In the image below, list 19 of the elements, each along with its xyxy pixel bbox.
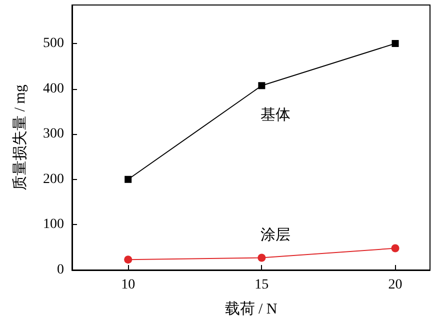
y-tick-label: 400 bbox=[43, 81, 64, 96]
series-label: 涂层 bbox=[260, 226, 291, 244]
point bbox=[258, 254, 266, 262]
y-tick-label: 200 bbox=[43, 172, 64, 187]
y-tick-label: 0 bbox=[57, 262, 64, 278]
point bbox=[124, 256, 132, 264]
y-tick-label: 300 bbox=[43, 126, 64, 142]
y-axis-title: 质量损失量 / mg bbox=[12, 84, 28, 190]
point bbox=[258, 82, 266, 90]
y-tick-label: 500 bbox=[43, 36, 64, 52]
x-axis-title: 载荷 / N bbox=[224, 300, 278, 318]
point bbox=[391, 244, 400, 252]
x-tick-label: 10 bbox=[121, 278, 136, 292]
y-tick-label: 100 bbox=[43, 217, 64, 232]
series-label: 基体 bbox=[260, 106, 291, 124]
x-tick-label: 15 bbox=[254, 278, 269, 292]
point bbox=[124, 176, 132, 183]
point bbox=[392, 40, 399, 48]
x-tick-label: 20 bbox=[388, 278, 402, 292]
